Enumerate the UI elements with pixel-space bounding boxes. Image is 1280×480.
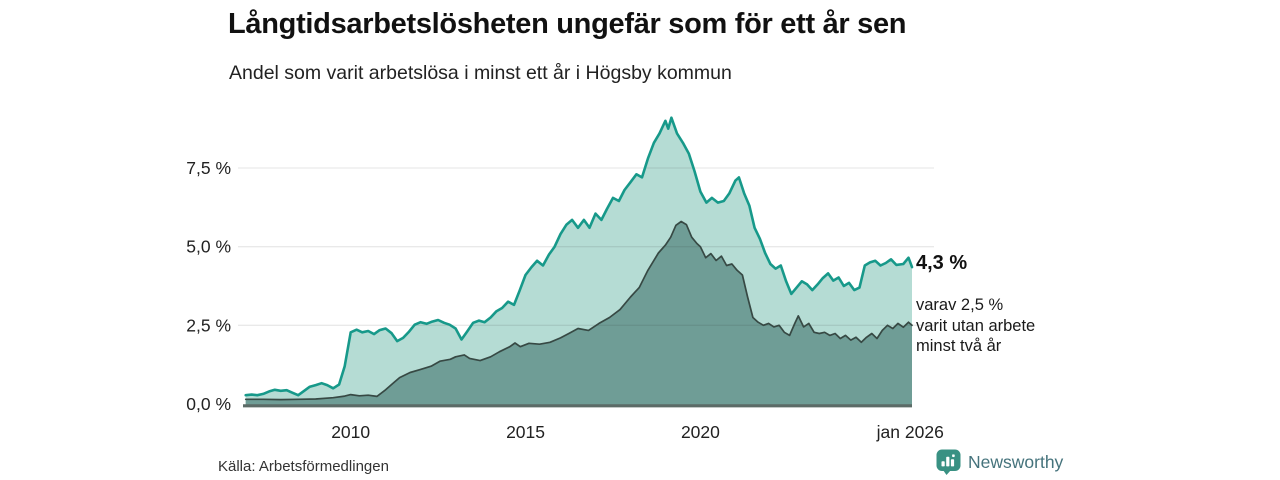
x-axis-tick-label: jan 2026 — [876, 422, 944, 442]
chart-subtitle: Andel som varit arbetslösa i minst ett å… — [229, 62, 732, 84]
latest-value-detail-line: minst två år — [916, 337, 1002, 355]
newsworthy-logo: Newsworthy — [936, 449, 1063, 475]
y-axis-tick-label: 5,0 % — [186, 237, 231, 257]
chart-title: Långtidsarbetslösheten ungefär som för e… — [228, 8, 907, 40]
series-line-0 — [244, 116, 914, 397]
x-axis-tick-label: 2015 — [506, 422, 545, 442]
y-axis-tick-label: 2,5 % — [186, 315, 231, 335]
series-area-1 — [245, 221, 912, 405]
latest-value-detail: varav 2,5 % varit utan arbete minst två … — [916, 295, 1035, 357]
y-axis-tick-label: 0,0 % — [186, 394, 231, 414]
y-axis-tick-label: 7,5 % — [186, 158, 231, 178]
newsworthy-speech-bubble-bar-chart-icon — [936, 449, 961, 475]
x-axis-tick-label: 2020 — [681, 422, 720, 442]
latest-value-label: 4,3 % — [916, 252, 968, 274]
latest-value-detail-line: varav 2,5 % — [916, 296, 1004, 314]
series-line-1 — [244, 220, 913, 401]
x-axis-tick-label: 2010 — [331, 422, 370, 442]
newsworthy-logo-text: Newsworthy — [968, 451, 1064, 472]
source-label: Källa: Arbetsförmedlingen — [218, 458, 389, 475]
latest-value-detail-line: varit utan arbete — [916, 316, 1036, 335]
